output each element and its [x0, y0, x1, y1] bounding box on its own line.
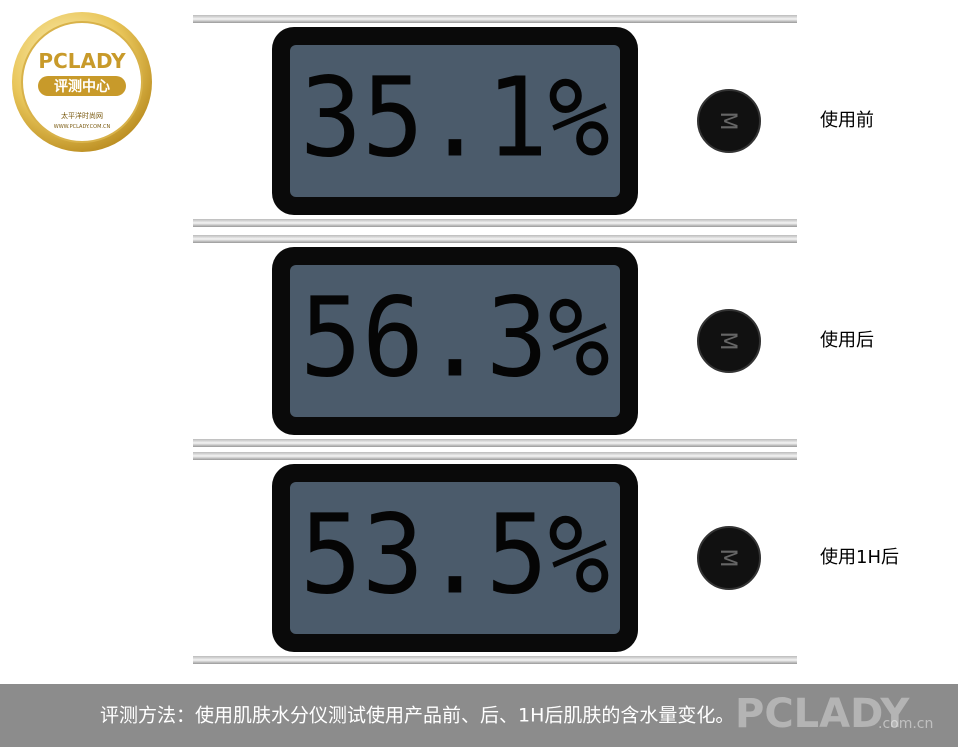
reading-label: 使用1H后 — [820, 547, 899, 568]
watermark-domain: .com.cn — [878, 716, 933, 732]
panels: 35.1% M 使用前 56.3% M 使用后 53.5% M 使用1H后 — [193, 15, 899, 664]
mode-button-label: M — [715, 549, 740, 568]
rail-top — [193, 235, 797, 243]
rail-bottom — [193, 219, 797, 227]
logo-subtitle: 评测中心 — [54, 78, 110, 95]
logo-badge — [38, 76, 126, 96]
lcd-reading: 53.5% — [300, 490, 610, 618]
mode-button — [697, 526, 761, 590]
rail-top — [193, 452, 797, 460]
lcd-reading: 35.1% — [300, 53, 610, 181]
rail-bottom — [193, 656, 797, 664]
rail-bottom — [193, 439, 797, 447]
caption-bar — [0, 684, 958, 747]
reading-label: 使用后 — [820, 330, 874, 351]
mode-button-label: M — [715, 332, 740, 351]
mode-button — [697, 89, 761, 153]
mode-button-label: M — [715, 112, 740, 131]
reading-label: 使用前 — [820, 110, 874, 131]
watermark-brand: PCLADY — [735, 691, 910, 737]
caption: 评测方法：使用肌肤水分仪测试使用产品前、后、1H后肌肤的含水量变化。 — [100, 705, 734, 727]
lcd-reading: 56.3% — [300, 273, 610, 401]
lcd-screen — [290, 482, 620, 634]
lcd-screen — [290, 265, 620, 417]
logo-site-cn: 太平洋时尚网 — [61, 111, 103, 120]
mode-button — [697, 309, 761, 373]
logo-brand: PCLADY — [38, 49, 126, 73]
lcd-screen — [290, 45, 620, 197]
rail-top — [193, 15, 797, 23]
logo: PCLADY 评测中心 太平洋时尚网 WWW.PCLADY.COM.CN — [12, 12, 152, 152]
logo-site-url: WWW.PCLADY.COM.CN — [54, 124, 111, 130]
